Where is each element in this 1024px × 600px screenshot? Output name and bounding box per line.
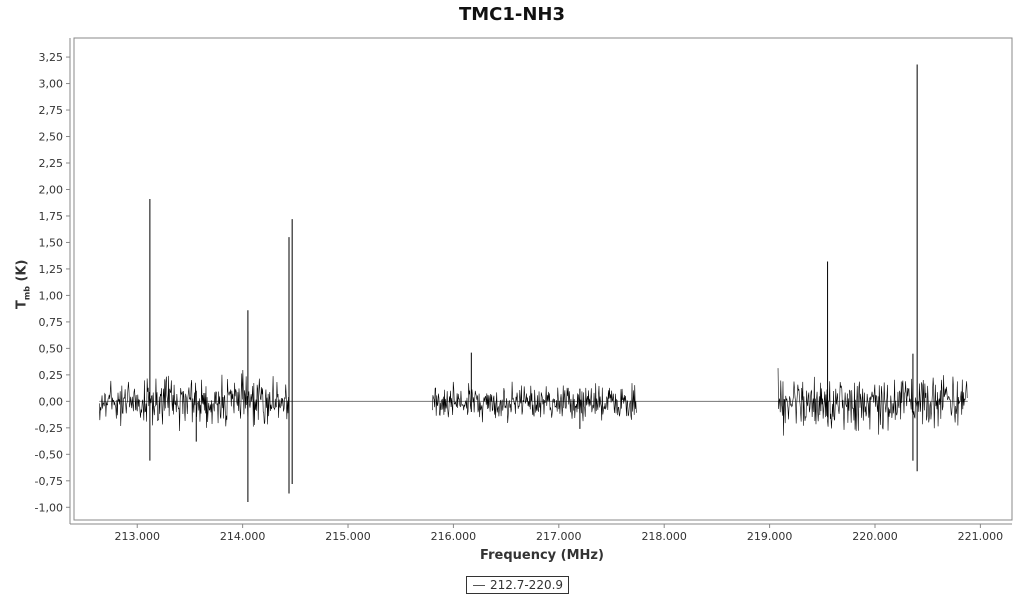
y-tick-label: 0,50 [39, 342, 64, 355]
noise-band-trace [98, 369, 289, 431]
x-tick-label: 217.000 [536, 530, 582, 543]
x-tick-label: 213.000 [114, 530, 160, 543]
y-axis-label: Tmb (K) [14, 259, 32, 310]
chart-title: TMC1-NH3 [458, 4, 566, 25]
y-tick-label: 3,00 [39, 78, 64, 91]
y-tick-label: -0,75 [35, 475, 63, 488]
y-tick-label: 2,75 [39, 104, 64, 117]
y-tick-label: 3,25 [39, 51, 64, 64]
x-tick-label: 219.000 [747, 530, 793, 543]
x-tick-label: 218.000 [641, 530, 687, 543]
y-tick-label: -0,50 [35, 448, 63, 461]
y-tick-label: 0,25 [39, 369, 64, 382]
plot-frame [73, 37, 1013, 521]
x-tick-label: 214.000 [220, 530, 266, 543]
legend[interactable]: 212.7-220.9 [466, 576, 570, 594]
x-tick-label: 220.000 [852, 530, 898, 543]
y-tick-label: 2,50 [39, 131, 64, 144]
x-tick-label: 215.000 [325, 530, 371, 543]
y-tick-label: 0,00 [39, 395, 64, 408]
x-axis-ticks: 213.000 214.000 215.000 216.000 217.000 218.0… [114, 524, 1003, 543]
y-axis-ticks: -1,00 -0,75 -0,50 -0,25 0,00 0,25 0,50 0,75 1,00… [35, 51, 70, 514]
y-tick-label: 1,50 [39, 236, 64, 249]
y-tick-label: 1,25 [39, 263, 64, 276]
x-axis-label: Frequency (MHz) [480, 548, 604, 563]
y-tick-label: 2,25 [39, 157, 64, 170]
noise-band-trace [432, 381, 637, 424]
y-tick-label: -0,25 [35, 422, 63, 435]
x-tick-label: 221.000 [958, 530, 1004, 543]
series-212-7-220-9 [98, 64, 968, 502]
x-tick-label: 216.000 [431, 530, 477, 543]
y-tick-label: 0,75 [39, 316, 64, 329]
noise-band-trace [777, 368, 968, 436]
y-tick-label: -1,00 [35, 501, 63, 514]
legend-line-swatch [473, 584, 485, 586]
y-tick-label: 1,00 [39, 289, 64, 302]
legend-label: 212.7-220.9 [490, 578, 564, 592]
y-tick-label: 2,00 [39, 183, 64, 196]
y-tick-label: 1,75 [39, 210, 64, 223]
